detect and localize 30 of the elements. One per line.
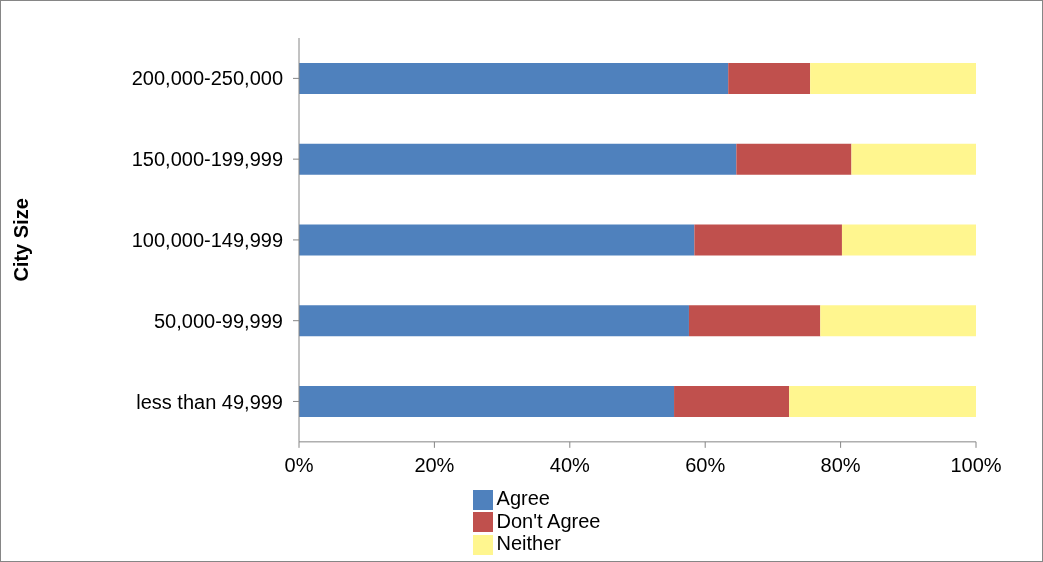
y-tick-label: 150,000-199,999 (131, 148, 283, 171)
x-tick-label: 40% (549, 454, 591, 477)
bar (299, 305, 689, 337)
bar (299, 224, 695, 256)
x-tick-label: 80% (820, 454, 861, 477)
legend-label: Agree (496, 486, 550, 509)
y-axis-title: City Size (10, 198, 33, 282)
bar (694, 224, 842, 256)
bar (728, 63, 811, 94)
x-tick-label: 20% (414, 454, 455, 477)
y-tick-label: 50,000-99,999 (153, 309, 283, 332)
bar (810, 63, 976, 94)
y-tick-label: less than 49,999 (136, 390, 283, 413)
bar (841, 224, 976, 256)
bar (299, 386, 675, 418)
y-tick-label: 200,000-250,000 (131, 67, 283, 90)
x-tick-label: 60% (685, 454, 726, 477)
y-tick-label: 100,000-149,999 (131, 229, 283, 252)
bar (820, 305, 976, 337)
bar (299, 63, 729, 94)
bar (851, 143, 976, 175)
x-tick-label: 100% (950, 454, 1002, 477)
bar (688, 305, 821, 337)
bar (674, 386, 790, 418)
legend-label: Neither (496, 532, 562, 555)
bar (299, 143, 737, 175)
bar (789, 386, 976, 418)
legend-label: Don't Agree (496, 509, 601, 532)
bar (736, 143, 852, 175)
x-tick-label: 0% (284, 454, 314, 477)
